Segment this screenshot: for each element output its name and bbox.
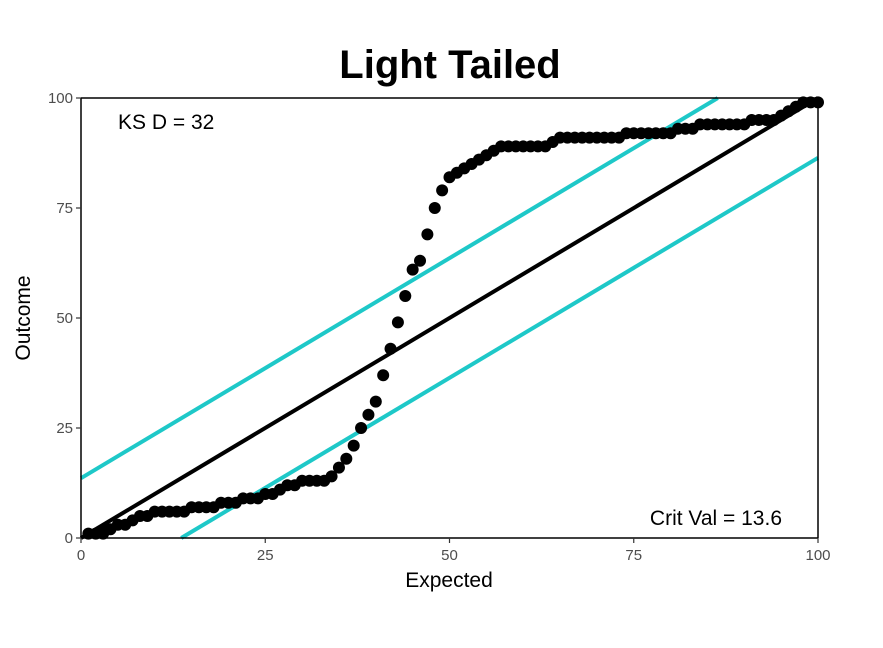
- chart-title: Light Tailed: [339, 43, 560, 87]
- data-point: [436, 184, 449, 197]
- data-point: [362, 408, 375, 421]
- x-tick-label: 25: [257, 547, 274, 564]
- data-point: [391, 316, 404, 329]
- x-tick-label: 100: [805, 547, 830, 564]
- data-point: [406, 263, 419, 276]
- data-point: [369, 395, 382, 408]
- data-point: [428, 202, 441, 214]
- y-tick-label: 75: [56, 200, 73, 217]
- crit-val-annotation: Crit Val = 13.6: [650, 507, 782, 530]
- data-point: [414, 254, 427, 267]
- x-axis-label: Expected: [405, 569, 493, 592]
- data-point: [347, 439, 360, 452]
- x-ticks: 0 25 50 75 100: [77, 538, 831, 564]
- lower-critical-line: [180, 156, 820, 540]
- x-tick-label: 75: [625, 547, 642, 564]
- y-tick-label: 0: [65, 530, 73, 547]
- data-point: [325, 470, 338, 483]
- y-tick-label: 25: [56, 420, 73, 437]
- lines-layer: [79, 96, 820, 540]
- upper-critical-line: [79, 96, 719, 480]
- points-layer: [82, 96, 824, 540]
- data-point: [332, 461, 345, 474]
- plot-area: [79, 96, 824, 540]
- data-point: [340, 452, 353, 465]
- y-tick-label: 50: [56, 310, 73, 327]
- x-tick-label: 0: [77, 547, 85, 564]
- y-tick-label: 100: [48, 90, 73, 107]
- data-point: [421, 228, 434, 241]
- x-tick-label: 50: [441, 547, 458, 564]
- data-point: [384, 342, 397, 355]
- reference-line: [79, 96, 820, 540]
- data-point: [377, 369, 390, 382]
- y-ticks: 0 25 50 75 100: [48, 90, 81, 547]
- ks-d-annotation: KS D = 32: [118, 111, 214, 134]
- data-point: [399, 290, 412, 302]
- data-point: [355, 422, 368, 434]
- y-axis-label: Outcome: [12, 275, 35, 360]
